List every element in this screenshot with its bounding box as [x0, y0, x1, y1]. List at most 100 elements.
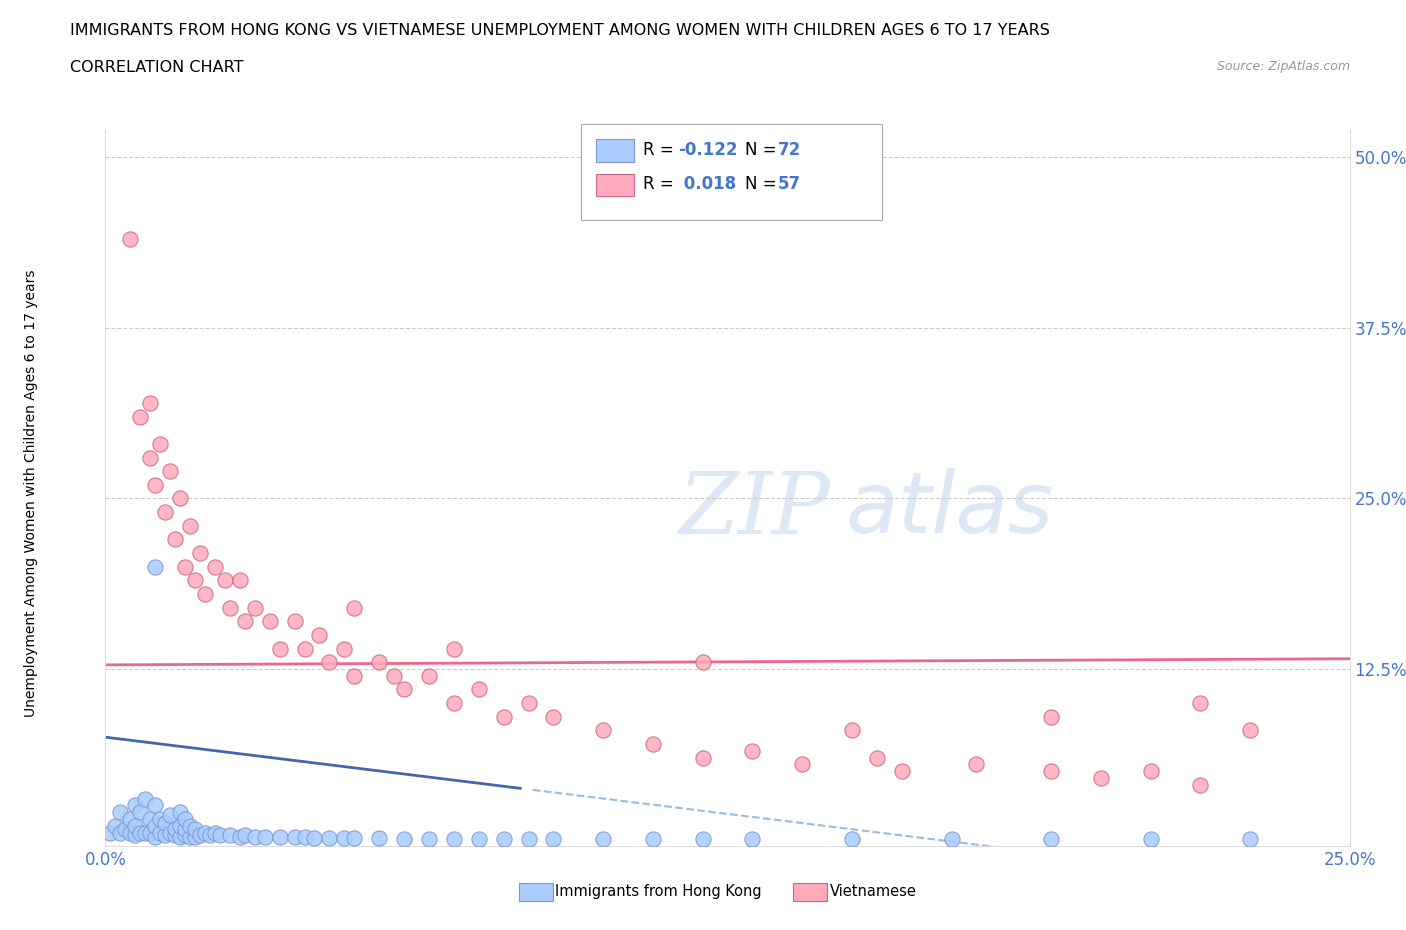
Point: [1040, 764, 1063, 778]
Point: [174, 812, 197, 827]
Point: [382, 669, 405, 684]
Point: [259, 614, 281, 629]
Point: [179, 818, 201, 833]
Text: -0.122: -0.122: [678, 140, 737, 159]
Point: [243, 600, 266, 615]
Point: [243, 830, 266, 844]
Point: [333, 641, 356, 656]
Point: [343, 600, 366, 615]
Point: [368, 830, 391, 845]
Point: [443, 641, 465, 656]
Text: Immigrants from Hong Kong: Immigrants from Hong Kong: [555, 884, 762, 899]
Point: [641, 737, 664, 751]
Point: [1239, 832, 1261, 847]
Point: [124, 828, 146, 843]
Point: [866, 751, 889, 765]
Point: [149, 812, 172, 827]
Point: [941, 832, 963, 847]
Point: [188, 546, 211, 561]
Text: N =: N =: [745, 140, 782, 159]
Point: [214, 573, 236, 588]
Point: [492, 710, 515, 724]
Point: [143, 798, 166, 813]
Text: R =: R =: [643, 175, 679, 193]
Point: [392, 832, 415, 847]
Point: [184, 573, 207, 588]
Point: [165, 532, 187, 547]
Point: [294, 641, 316, 656]
Point: [134, 825, 156, 840]
Point: [110, 804, 132, 819]
Point: [294, 830, 316, 844]
Point: [233, 614, 256, 629]
Point: [165, 828, 187, 843]
Point: [890, 764, 912, 778]
Point: [741, 743, 763, 758]
Point: [343, 830, 366, 845]
Text: 72: 72: [778, 140, 801, 159]
Point: [129, 409, 152, 424]
Text: 0.018: 0.018: [678, 175, 735, 193]
Text: Unemployment Among Women with Children Ages 6 to 17 years: Unemployment Among Women with Children A…: [24, 269, 38, 717]
Text: IMMIGRANTS FROM HONG KONG VS VIETNAMESE UNEMPLOYMENT AMONG WOMEN WITH CHILDREN A: IMMIGRANTS FROM HONG KONG VS VIETNAMESE …: [70, 23, 1050, 38]
Point: [418, 669, 440, 684]
Point: [219, 828, 242, 843]
Point: [517, 696, 540, 711]
Point: [100, 825, 122, 840]
Point: [1040, 710, 1063, 724]
Point: [692, 751, 714, 765]
Point: [153, 828, 176, 843]
Point: [841, 832, 863, 847]
Point: [741, 832, 763, 847]
Point: [120, 232, 142, 246]
Point: [965, 757, 987, 772]
Text: Source: ZipAtlas.com: Source: ZipAtlas.com: [1216, 60, 1350, 73]
Point: [169, 804, 191, 819]
Point: [143, 830, 166, 844]
Point: [517, 832, 540, 847]
Point: [120, 825, 142, 840]
Point: [792, 757, 814, 772]
Point: [169, 818, 191, 833]
Point: [159, 464, 181, 479]
Point: [134, 791, 156, 806]
Text: atlas: atlas: [846, 468, 1054, 551]
Point: [120, 812, 142, 827]
Point: [184, 821, 207, 836]
Point: [169, 830, 191, 844]
Point: [284, 830, 307, 844]
Text: Vietnamese: Vietnamese: [830, 884, 917, 899]
Point: [143, 477, 166, 492]
Point: [253, 830, 276, 844]
Point: [198, 828, 221, 843]
Point: [149, 825, 172, 840]
Point: [318, 655, 340, 670]
Point: [1139, 764, 1161, 778]
Point: [194, 587, 217, 602]
Point: [543, 710, 565, 724]
Point: [841, 723, 863, 737]
Point: [641, 832, 664, 847]
Point: [467, 682, 489, 697]
Point: [219, 600, 242, 615]
Text: N =: N =: [745, 175, 782, 193]
Point: [124, 798, 146, 813]
Point: [343, 669, 366, 684]
Point: [543, 832, 565, 847]
Point: [692, 832, 714, 847]
Point: [392, 682, 415, 697]
Point: [304, 830, 326, 845]
Point: [204, 825, 226, 840]
Point: [1040, 832, 1063, 847]
Text: R =: R =: [643, 140, 679, 159]
Point: [308, 628, 330, 643]
Point: [229, 830, 252, 844]
Point: [1189, 696, 1212, 711]
Point: [368, 655, 391, 670]
Point: [692, 655, 714, 670]
Text: CORRELATION CHART: CORRELATION CHART: [70, 60, 243, 75]
Point: [139, 825, 162, 840]
Point: [159, 825, 181, 840]
Point: [269, 830, 291, 844]
Point: [1090, 771, 1112, 786]
